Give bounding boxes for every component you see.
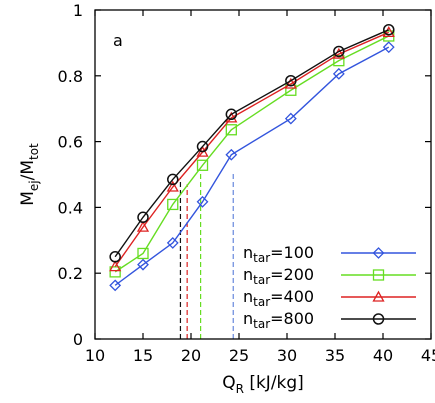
data-point-marker: [109, 251, 121, 263]
data-point-marker: [333, 55, 345, 67]
x-tick-label: 10: [85, 346, 105, 365]
y-tick-label: 0: [73, 330, 83, 349]
legend-entry: ntar=100: [243, 243, 416, 265]
legend-label: ntar=200: [243, 265, 314, 287]
data-point-marker: [332, 67, 345, 80]
x-tick-label: 30: [277, 346, 297, 365]
data-point-marker: [225, 148, 238, 161]
legend-label: ntar=800: [243, 309, 314, 331]
series-line: [114, 29, 390, 258]
data-point-marker: [137, 258, 149, 271]
legend-entry: ntar=800: [243, 309, 416, 331]
data-point-marker: [137, 247, 149, 260]
series-line: [114, 35, 390, 273]
data-point-marker: [109, 266, 121, 278]
data-point-marker: [372, 313, 385, 325]
data-point-marker: [284, 77, 297, 89]
data-point-marker: [137, 211, 149, 224]
data-point-marker: [382, 26, 395, 38]
data-point-marker: [284, 112, 297, 125]
legend-label: ntar=100: [243, 243, 314, 265]
data-point-marker: [166, 180, 179, 192]
y-axis-title: Mej/Mtot: [18, 143, 41, 206]
data-point-marker: [372, 290, 385, 302]
data-point-marker: [372, 269, 385, 281]
legend-entry: ntar=200: [243, 265, 416, 287]
data-point-marker: [225, 124, 237, 136]
data-point-marker: [333, 45, 345, 58]
y-tick-label: 0.8: [58, 67, 83, 86]
y-tick-label: 0.6: [58, 133, 83, 152]
x-tick-label: 25: [229, 346, 249, 365]
data-point-marker: [372, 247, 385, 259]
data-point-marker: [136, 220, 150, 232]
data-point-marker: [167, 198, 179, 211]
panel-label: a: [113, 31, 123, 50]
data-point-marker: [167, 173, 179, 186]
series-line: [114, 31, 390, 268]
x-tick-label: 15: [133, 346, 153, 365]
legend-label: ntar=400: [243, 287, 314, 309]
legend-entry: ntar=400: [243, 287, 416, 309]
series-line: [114, 46, 390, 286]
data-point-marker: [196, 195, 209, 208]
data-point-marker: [383, 23, 395, 36]
plot-frame: [94, 9, 432, 340]
x-tick-label: 35: [325, 346, 345, 365]
y-tick-label: 0.4: [58, 198, 83, 217]
data-point-marker: [225, 108, 238, 121]
data-point-marker: [109, 279, 122, 292]
data-point-marker: [196, 159, 209, 171]
y-tick-label: 0.2: [58, 264, 83, 283]
x-tick-label: 20: [181, 346, 201, 365]
x-tick-label: 45: [421, 346, 435, 365]
y-tick-label: 1: [73, 1, 83, 20]
data-point-marker: [382, 41, 395, 54]
x-axis-title: QR [kJ/kg]: [222, 373, 304, 396]
data-point-marker: [166, 237, 179, 249]
x-tick-label: 40: [373, 346, 393, 365]
data-point-marker: [285, 74, 297, 87]
data-point-marker: [196, 140, 209, 153]
data-point-marker: [109, 260, 122, 272]
